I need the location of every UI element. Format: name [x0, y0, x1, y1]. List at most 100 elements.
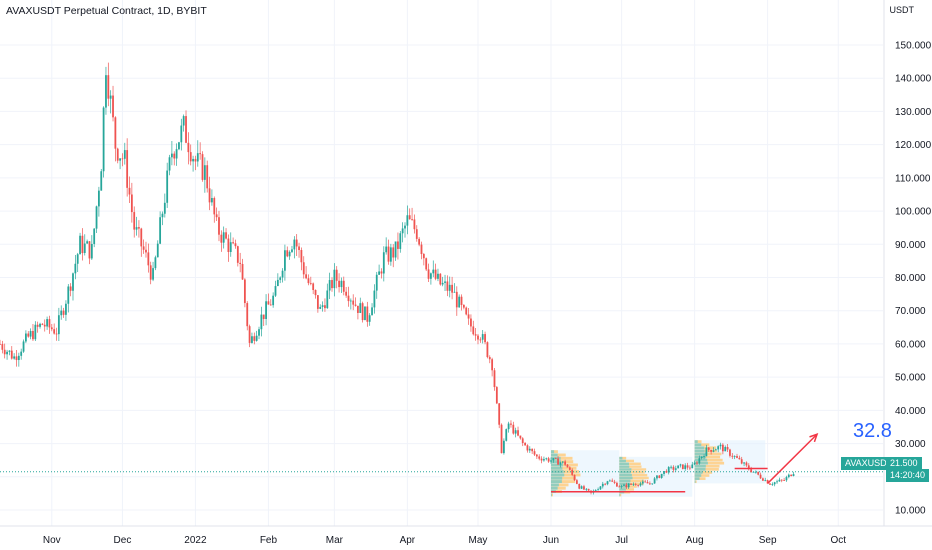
- candle-body: [620, 485, 623, 487]
- candle-body: [220, 234, 223, 243]
- volume-profile-bar: [619, 465, 642, 468]
- candle-body: [222, 232, 225, 243]
- candle-body: [498, 403, 501, 425]
- candle-body: [648, 483, 651, 485]
- candle-body: [65, 303, 67, 315]
- candle-body: [625, 484, 628, 488]
- candle-body: [300, 249, 303, 263]
- candle-body: [689, 467, 691, 469]
- candle-body: [281, 270, 284, 278]
- candle-body: [79, 235, 81, 255]
- volume-profile-bar: [550, 483, 559, 487]
- candle-body: [368, 315, 371, 322]
- candle-body: [667, 467, 670, 473]
- candle-body: [55, 333, 58, 335]
- candle-body: [213, 198, 216, 215]
- time-axis[interactable]: Nov Dec 2022 Feb Mar Apr May Jun Jul Aug Sep Oct: [43, 535, 846, 546]
- candle-body: [776, 481, 778, 483]
- volume-profile-bar: [619, 493, 622, 497]
- candle-body: [613, 481, 616, 483]
- volume-profile-bar: [694, 477, 706, 480]
- candle-body: [394, 241, 397, 258]
- candle-body: [790, 474, 793, 476]
- time-tick-label: Nov: [43, 535, 61, 546]
- candle-body: [399, 233, 402, 249]
- volume-profile-bar: [619, 488, 626, 491]
- candle-body: [72, 273, 74, 291]
- candle-body: [533, 451, 536, 455]
- candle-body: [465, 307, 468, 315]
- candle-body: [585, 488, 588, 490]
- candle-body: [359, 303, 362, 313]
- candle-body: [354, 304, 357, 306]
- candle-body: [175, 149, 178, 159]
- candle-body: [20, 351, 23, 356]
- candle-body: [387, 246, 390, 262]
- candle-body: [514, 430, 517, 434]
- volume-profile-bar: [550, 450, 555, 454]
- symbol-badge: AVAXUSDT: [841, 457, 897, 470]
- candle-body: [168, 157, 171, 171]
- candle-body: [787, 474, 790, 478]
- candle-body: [573, 474, 576, 481]
- candle-body: [712, 450, 715, 452]
- candle-body: [69, 286, 72, 291]
- candle-body: [140, 228, 143, 247]
- candle-body: [133, 212, 136, 230]
- volume-profile-bar: [694, 461, 708, 465]
- candle-body: [418, 238, 421, 245]
- candle-body: [608, 480, 611, 482]
- candle-body: [606, 481, 609, 485]
- candle-body: [371, 307, 373, 316]
- candle-body: [123, 150, 126, 159]
- candle-body: [448, 284, 451, 291]
- volume-profile-bar: [694, 480, 696, 484]
- candle-body: [347, 295, 350, 302]
- volume-profile-bar: [694, 471, 703, 474]
- candle-body: [627, 483, 630, 488]
- arrow-head: [809, 433, 819, 443]
- price-tick-label: 140.000: [895, 74, 932, 85]
- candle-body: [15, 356, 18, 361]
- candle-body: [538, 456, 541, 459]
- candle-body: [328, 280, 331, 291]
- candle-body: [583, 486, 585, 490]
- candle-body: [41, 323, 44, 325]
- candle-body: [166, 170, 169, 203]
- candle-body: [453, 291, 456, 293]
- candle-body: [521, 438, 524, 443]
- volume-profile-bar: [619, 479, 631, 483]
- candle-body: [138, 227, 140, 229]
- candle-body: [406, 215, 409, 226]
- candle-body: [738, 457, 741, 460]
- candle-body: [154, 257, 157, 269]
- candle-body: [757, 471, 760, 475]
- volume-profile-bar: [694, 446, 717, 450]
- candle-body: [634, 484, 637, 486]
- candle-body: [696, 462, 698, 464]
- price-axis[interactable]: 150.000 140.000 130.000 120.000 110.000 100.0…: [895, 41, 932, 517]
- candle-body: [575, 480, 578, 484]
- candle-body: [194, 158, 197, 162]
- candle-body: [691, 464, 694, 469]
- candle-body: [361, 303, 364, 321]
- candle-body: [345, 291, 348, 296]
- candle-body: [86, 241, 89, 244]
- volume-profile-bar: [619, 468, 647, 471]
- candle-body: [792, 474, 795, 476]
- time-tick-label: Dec: [114, 535, 132, 546]
- volume-profile-bar: [550, 453, 558, 457]
- candle-body: [491, 359, 494, 371]
- candle-body: [415, 229, 418, 239]
- target-price-label: 32.8: [853, 420, 892, 442]
- volume-profile-bar: [619, 471, 631, 474]
- candle-body: [750, 469, 753, 473]
- volume-profile-bar: [550, 450, 558, 454]
- candle-body: [531, 448, 534, 452]
- candle-body: [81, 235, 84, 254]
- time-tick-label: Oct: [830, 535, 846, 546]
- volume-profile-bar: [694, 474, 710, 477]
- candle-body: [495, 387, 498, 404]
- volume-profile-bar: [619, 473, 648, 477]
